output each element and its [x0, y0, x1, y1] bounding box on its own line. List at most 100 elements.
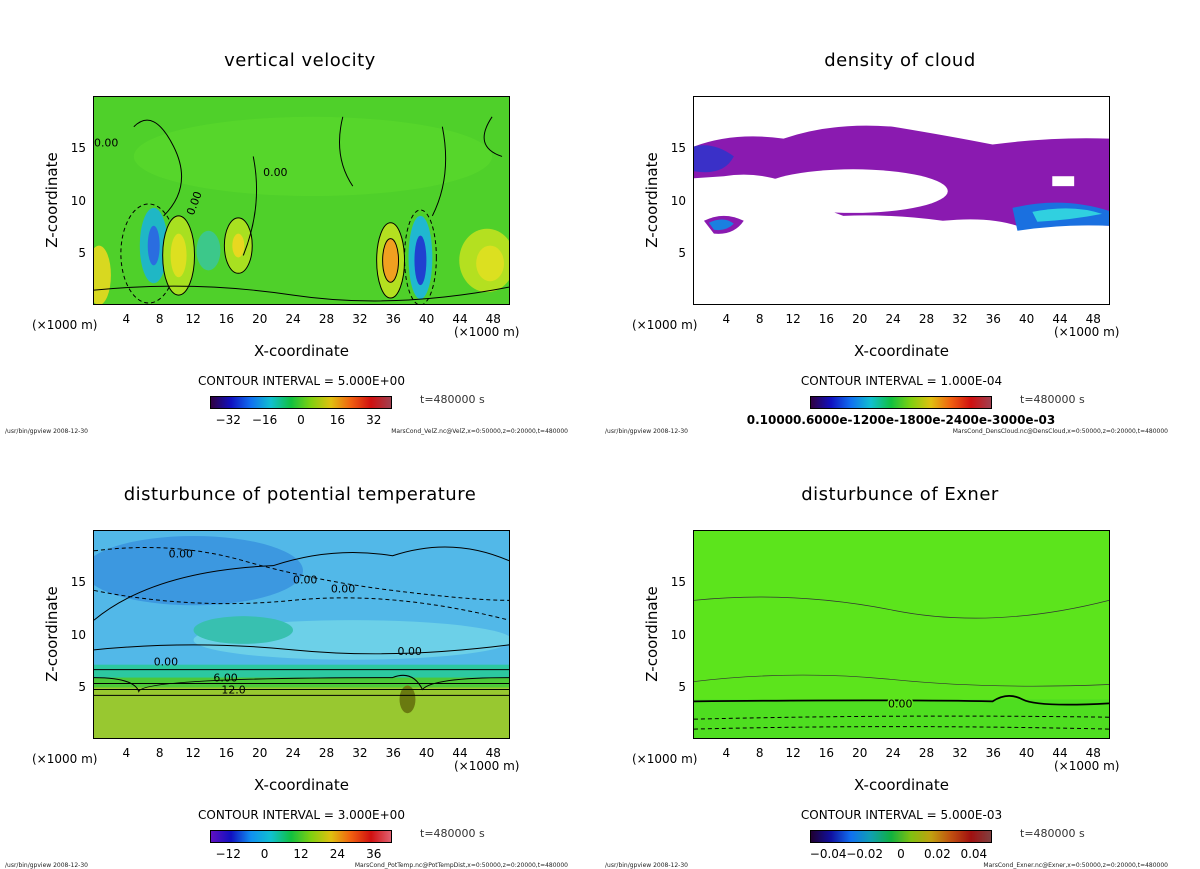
- x-tick-label: 20: [252, 312, 268, 326]
- colorbar-tick-label: 12: [293, 847, 309, 861]
- time-label: t=480000 s: [1020, 393, 1085, 406]
- x-tick-label: 32: [952, 746, 968, 760]
- x-tick-label: 16: [818, 746, 835, 760]
- x-tick-label: 28: [918, 746, 935, 760]
- field-image: 0.000.000.00: [94, 97, 509, 304]
- colorbar-tick-label: 0: [297, 413, 305, 427]
- colorbar-tick-label: 32: [366, 413, 382, 427]
- contour-interval: CONTOUR INTERVAL = 1.000E-04: [800, 374, 1003, 388]
- footer-right: MarsCond_PotTemp.nc@PotTempDist,x=0:5000…: [354, 862, 568, 869]
- x-tick-label: 44: [1052, 312, 1068, 326]
- x-axis-label: X-coordinate: [854, 342, 949, 360]
- x-tick-label: 48: [485, 312, 501, 326]
- contour-label: 0.00: [169, 548, 193, 561]
- colorbar-tick-label: 16: [329, 413, 346, 427]
- x-unit-label: (×1000 m): [1054, 759, 1120, 773]
- chart-title: disturbunce of potential temperature: [123, 484, 477, 505]
- y-tick-label: 10: [70, 193, 86, 208]
- time-label: t=480000 s: [420, 827, 485, 840]
- y-tick-label: 15: [70, 141, 86, 156]
- x-tick-label: 8: [155, 312, 164, 326]
- colorbar-tick-label: 36: [366, 847, 382, 861]
- x-unit-label: (×1000 m): [32, 318, 98, 332]
- x-tick-label: 24: [285, 746, 301, 760]
- footer-right: MarsCond_DensCloud.nc@DensCloud,x=0:5000…: [952, 428, 1168, 435]
- x-tick-label: 16: [218, 312, 235, 326]
- x-tick-label: 20: [252, 746, 268, 760]
- plot-area: 0.00 0.00 0.00 0.00 0.00 6.00 12.0: [93, 530, 510, 739]
- chart-title: vertical velocity: [224, 50, 376, 71]
- colorbar-tick-label: −12: [215, 847, 241, 861]
- contour-label: 0.00: [398, 645, 422, 658]
- colorbar: [810, 396, 992, 409]
- x-tick-label: 48: [1085, 312, 1101, 326]
- x-tick-label: 12: [185, 746, 201, 760]
- footer-left: /usr/bin/gpview 2008-12-30: [605, 428, 688, 435]
- x-tick-label: 4: [722, 312, 731, 326]
- x-tick-label: 40: [418, 312, 435, 326]
- x-axis-label: X-coordinate: [254, 342, 349, 360]
- x-unit-label: (×1000 m): [1054, 325, 1120, 339]
- chart-title: disturbunce of Exner: [801, 484, 999, 505]
- contour-label: 0.00: [331, 582, 355, 595]
- footer-left: /usr/bin/gpview 2008-12-30: [605, 862, 688, 869]
- time-label: t=480000 s: [1020, 827, 1085, 840]
- colorbar: [210, 830, 392, 843]
- x-tick-label: 24: [285, 312, 301, 326]
- colorbar-tick-label: 24: [329, 847, 346, 861]
- y-tick-label: 10: [70, 627, 86, 642]
- footer-left: /usr/bin/gpview 2008-12-30: [5, 862, 88, 869]
- colorbar-tick-label: 0: [897, 847, 905, 861]
- x-tick-label: 36: [985, 312, 1001, 326]
- x-axis-label: X-coordinate: [854, 776, 949, 794]
- x-tick-label: 12: [785, 746, 801, 760]
- plot-area: 0.00: [693, 530, 1110, 739]
- x-axis-label: X-coordinate: [254, 776, 349, 794]
- plot-area: 0.00 0.00 0.00: [93, 96, 510, 305]
- contour-label: 0.00: [94, 137, 118, 150]
- x-tick-label: 32: [952, 312, 968, 326]
- field-image: 0.00: [694, 531, 1109, 738]
- y-tick-label: 10: [670, 193, 686, 208]
- y-axis-label: Z-coordinate: [43, 152, 61, 248]
- x-tick-label: 24: [885, 746, 901, 760]
- x-unit-label: (×1000 m): [454, 325, 520, 339]
- x-unit-label: (×1000 m): [32, 752, 98, 766]
- x-tick-label: 32: [352, 312, 368, 326]
- x-tick-label: 12: [185, 312, 201, 326]
- colorbar-tick-label: −0.04: [809, 847, 847, 861]
- x-tick-label: 36: [385, 312, 401, 326]
- x-tick-label: 4: [722, 746, 731, 760]
- panel-exner: disturbunce of Exner 0.00 4 8 12 16 20 24 28 32 3…: [600, 434, 1200, 869]
- colorbar-tick-label: 0: [260, 847, 269, 861]
- chart-title: density of cloud: [824, 50, 976, 71]
- panel-vertical-velocity: vertical velocity 0.00 0.00 0.00 4 8 12 16 20 24…: [0, 0, 600, 435]
- colorbar-tick-label: −0.02: [846, 847, 883, 861]
- x-tick-label: 32: [352, 746, 368, 760]
- y-tick-label: 5: [78, 679, 86, 694]
- y-axis-label: Z-coordinate: [43, 586, 61, 682]
- contour-interval: CONTOUR INTERVAL = 5.000E+00: [198, 374, 405, 388]
- contour-label: 0.00: [263, 166, 287, 179]
- x-tick-label: 12: [785, 312, 801, 326]
- colorbar: [810, 830, 992, 843]
- y-tick-label: 5: [678, 679, 686, 694]
- x-tick-label: 28: [918, 312, 935, 326]
- footer-left: /usr/bin/gpview 2008-12-30: [5, 428, 88, 435]
- x-tick-label: 48: [1085, 746, 1101, 760]
- x-tick-label: 44: [452, 312, 468, 326]
- y-tick-label: 15: [670, 575, 686, 590]
- x-tick-label: 40: [1018, 746, 1035, 760]
- x-tick-label: 48: [485, 746, 501, 760]
- x-tick-label: 8: [755, 746, 764, 760]
- contour-interval: CONTOUR INTERVAL = 5.000E-03: [800, 808, 1003, 822]
- y-tick-label: 10: [670, 627, 686, 642]
- x-tick-label: 4: [122, 312, 131, 326]
- panel-density-of-cloud: density of cloud 4 8 12 16 20 24 28 32 36 40 44 48 5…: [600, 0, 1200, 435]
- panel-potential-temperature: disturbunce of potential temperature 0.0…: [0, 434, 600, 869]
- contour-label: 6.00: [213, 672, 237, 685]
- x-tick-label: 20: [852, 746, 868, 760]
- x-tick-label: 28: [318, 312, 335, 326]
- colorbar-tick-label: 0.02: [924, 847, 951, 861]
